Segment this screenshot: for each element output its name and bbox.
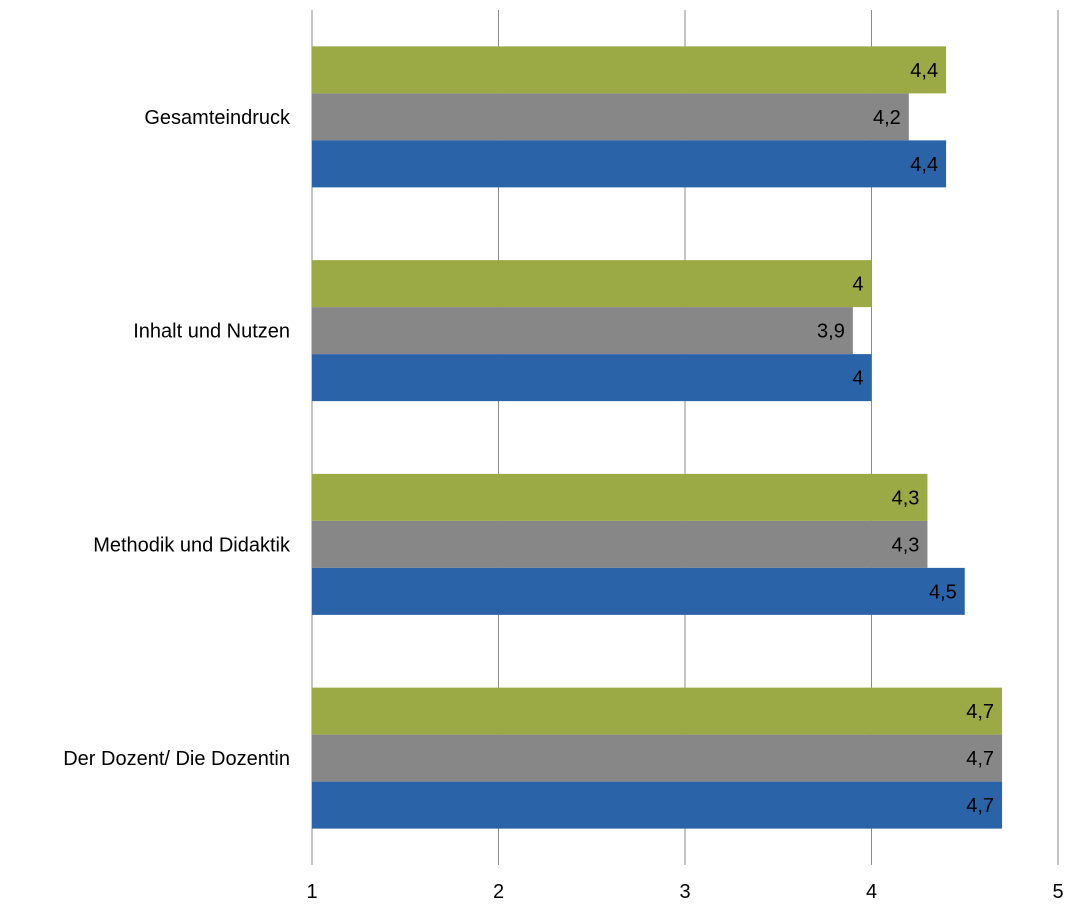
bar-series1-3	[312, 687, 1003, 735]
bar-series2-0	[312, 93, 909, 141]
category-label: Der Dozent/ Die Dozentin	[63, 748, 290, 770]
x-tick-label-4: 4	[866, 881, 877, 903]
data-label: 4	[852, 368, 863, 390]
bar-series2-3	[312, 734, 1003, 782]
bar-series1-2	[312, 473, 928, 521]
bar-series3-1	[312, 354, 872, 402]
data-label: 4,4	[910, 154, 938, 176]
bar-series1-0	[312, 46, 947, 94]
bar-series2-2	[312, 520, 928, 568]
data-label: 4,3	[892, 534, 920, 556]
data-label: 4,7	[966, 701, 994, 723]
data-label: 4,5	[929, 581, 957, 603]
category-labels: Gesamteindruck Inhalt und Nutzen Methodik …	[63, 107, 291, 770]
x-tick-label-2: 2	[493, 881, 504, 903]
bars	[312, 46, 1003, 829]
x-tick-labels: 1 2 3 4 5	[306, 881, 1063, 903]
bar-series3-3	[312, 781, 1003, 829]
bar-series2-1	[312, 307, 853, 355]
data-label: 3,9	[817, 321, 845, 343]
data-label: 4,2	[873, 107, 901, 129]
bar-series3-0	[312, 140, 947, 188]
data-label: 4,7	[966, 748, 994, 770]
x-tick-label-3: 3	[679, 881, 690, 903]
category-label: Methodik und Didaktik	[93, 534, 291, 556]
data-label: 4,3	[892, 487, 920, 509]
data-label: 4,7	[966, 795, 994, 817]
category-label: Gesamteindruck	[144, 107, 291, 129]
data-label: 4	[852, 274, 863, 296]
data-label: 4,4	[910, 60, 938, 82]
x-tick-label-5: 5	[1052, 881, 1063, 903]
x-tick-label-1: 1	[306, 881, 317, 903]
bar-series3-2	[312, 567, 965, 615]
value-labels: 4,4 4,2 4,4 4 3,9 4 4,3 4,3 4,5 4,7 4,7 4,7	[817, 60, 994, 817]
category-label: Inhalt und Nutzen	[133, 321, 290, 343]
bar-series1-1	[312, 260, 872, 308]
